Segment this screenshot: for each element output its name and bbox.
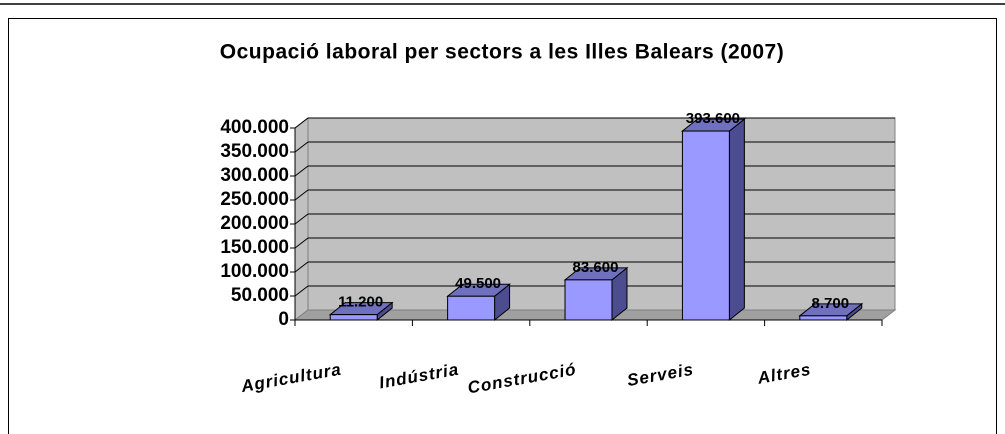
grid-line <box>294 141 309 153</box>
bar-side <box>728 118 745 322</box>
grid-line <box>294 213 309 225</box>
y-tick-label: 300.000 <box>220 165 289 186</box>
grid-line <box>294 285 309 297</box>
value-label: 393.600 <box>686 110 740 127</box>
bar <box>564 279 613 321</box>
bar <box>799 315 848 321</box>
y-tick-label: 250.000 <box>220 189 289 210</box>
chart-border <box>8 18 997 434</box>
bar <box>681 130 730 321</box>
x-tick-label: Agricultura <box>239 360 343 397</box>
y-tick-label: 400.000 <box>220 117 289 138</box>
value-label: 49.500 <box>455 275 501 292</box>
x-tick-label: Serveis <box>626 360 696 390</box>
y-tick-label: 200.000 <box>220 213 289 234</box>
grid-line <box>294 165 309 177</box>
x-tick-label: Indústria <box>378 360 461 393</box>
grid-line <box>294 261 309 273</box>
y-tick-label: 350.000 <box>220 141 289 162</box>
x-tick-label: Altres <box>755 360 813 388</box>
chart-title: Ocupació laboral per sectors a les Illes… <box>220 41 784 64</box>
bar <box>447 295 496 321</box>
y-tick-label: 100.000 <box>220 261 289 282</box>
grid-line <box>294 237 309 249</box>
bar <box>329 314 378 321</box>
y-tick-label: 150.000 <box>220 237 289 258</box>
grid-line <box>294 189 309 201</box>
y-tick-label: 0 <box>278 309 289 330</box>
x-tick-label: Construcció <box>466 360 578 398</box>
value-label: 83.600 <box>573 259 619 276</box>
grid-line <box>294 117 309 129</box>
y-tick-label: 50.000 <box>231 285 289 306</box>
value-label: 11.200 <box>338 294 383 311</box>
value-label: 8.700 <box>812 295 850 312</box>
